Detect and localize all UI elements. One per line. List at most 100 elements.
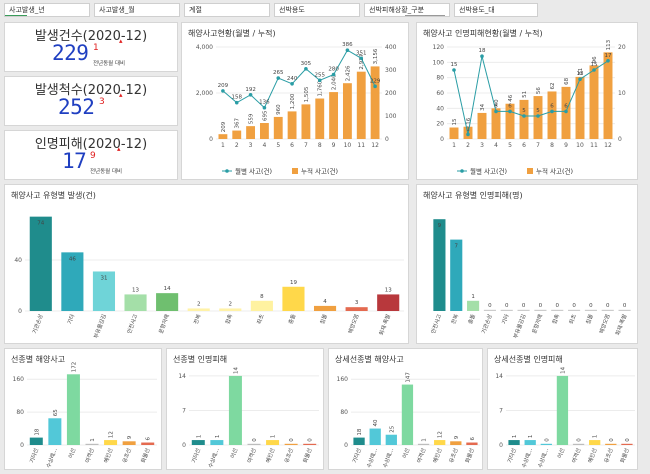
x-axis-tick: 2 xyxy=(235,142,239,149)
right-axis-tick: 20 xyxy=(618,44,626,51)
filter-month-label: 사고발생_월 xyxy=(99,6,135,14)
filter-season-label: 계절 xyxy=(189,6,202,14)
panel-title: 상세선종별 인명피해 xyxy=(494,355,563,364)
type-casualties-chart[interactable]: 9안전사고7전복1충돌0기관손상0기타0부유물감김0운항저해0접촉0좌초0침몰0… xyxy=(417,185,638,344)
panel-title: 해양사고 유형별 인명피해(명) xyxy=(423,191,523,200)
category-label: 기타 xyxy=(500,313,511,325)
cumulative-bar xyxy=(218,134,228,139)
cumulative-bar xyxy=(547,91,557,139)
legend-line-label: 월별 사고(건) xyxy=(470,167,507,176)
cumulative-bar xyxy=(259,123,269,139)
monthly-point xyxy=(494,109,498,114)
bar-data-label: 1 xyxy=(90,438,96,442)
detail-ship-accidents-chart[interactable]: 0 80 160 18 기타선 40 수상레... 25 수상레... 147 어선 1 여객선 12 예인… xyxy=(329,349,483,470)
monthly-point xyxy=(276,76,281,80)
bar-data-label: 1,200 xyxy=(290,93,296,109)
monthly-point xyxy=(345,48,350,53)
x-axis-tick: 7 xyxy=(536,142,540,149)
x-axis-tick: 8 xyxy=(318,142,322,149)
bar xyxy=(508,440,520,445)
filter-season[interactable]: 계절 xyxy=(184,3,270,17)
bar-data-label: 1,760 xyxy=(318,80,324,96)
ship-accidents-chart[interactable]: 0 80 160 18 기타선 65 수상레... 172 어선 1 여객선 12 예인선 9 유조선 6 화물… xyxy=(5,349,162,470)
bar-data-label: 2 xyxy=(197,301,201,307)
filter-ship-use-major[interactable]: 선박용도_대 xyxy=(454,3,538,17)
bar xyxy=(517,309,530,311)
bar-data-label: 1 xyxy=(215,435,221,439)
category-label: 유조선 xyxy=(447,447,460,464)
line-data-label: 305 xyxy=(301,61,312,67)
y-axis-tick: 80 xyxy=(16,409,24,416)
line-data-label: 5 xyxy=(536,108,540,114)
filter-year[interactable]: 사고발생_년 xyxy=(4,3,90,17)
category-label: 여객선 xyxy=(245,447,258,464)
x-axis-tick: 9 xyxy=(564,142,568,149)
bar-data-label: 6 xyxy=(470,437,476,441)
x-axis-tick: 3 xyxy=(480,142,484,149)
right-axis-tick: 10 xyxy=(618,90,626,97)
filter-month[interactable]: 사고발생_월 xyxy=(94,3,180,17)
type-casualties-panel: 해양사고 유형별 인명피해(명) 9 안전사고 7 전복 1 충돌 0 기관손상 0 기타 0 부유물… xyxy=(416,184,638,344)
line-data-label: 158 xyxy=(232,95,243,101)
line-data-label: 15 xyxy=(451,62,458,68)
bar xyxy=(556,375,569,445)
monthly-point xyxy=(480,54,484,58)
monthly-point xyxy=(373,84,377,89)
category-label: 수상레... xyxy=(536,447,551,469)
type-accidents-chart[interactable]: 0 40 74 기관손상 46 기타 31 부유물감김 13 안전사고 14 운항저해 2 전복 2 접촉 8 좌… xyxy=(5,185,409,344)
bar-data-label: 1,505 xyxy=(304,86,310,102)
x-axis-tick: 9 xyxy=(332,142,336,149)
line-data-label: 255 xyxy=(315,72,326,78)
x-axis-tick: 4 xyxy=(494,142,498,149)
cumulative-bar xyxy=(519,99,529,139)
category-label: 충돌 xyxy=(286,313,297,325)
monthly-point xyxy=(508,109,512,114)
x-axis-tick: 7 xyxy=(304,142,308,149)
bar-data-label: 4 xyxy=(323,299,327,305)
bar xyxy=(434,440,446,445)
cumulative-bar xyxy=(449,127,459,139)
line-data-label: 192 xyxy=(245,87,256,93)
bar xyxy=(219,308,242,311)
category-label: 기타선 xyxy=(350,447,363,464)
y-axis-tick: 0 xyxy=(20,442,24,449)
category-label: 침몰 xyxy=(318,313,329,325)
bar-data-label: 7 xyxy=(455,244,459,250)
bar-data-label: 12 xyxy=(438,431,444,438)
category-label: 기타선 xyxy=(189,447,202,464)
category-label: 기관손상 xyxy=(30,313,44,335)
filter-ship-use[interactable]: 선박용도 xyxy=(274,3,360,17)
category-label: 좌초 xyxy=(567,313,578,325)
monthly-casualties-chart[interactable]: 0204060801001200102015116234340446551656… xyxy=(417,23,638,180)
line-data-label: 5 xyxy=(522,108,526,114)
bar-data-label: 1 xyxy=(196,435,202,439)
ship-casualties-chart[interactable]: 0 7 14 1 기타선 1 수상레... 14 어선 0 여객선 1 예인선 0 유조선 0 화물선 xyxy=(167,349,324,470)
bar-data-label: 2 xyxy=(229,301,233,307)
category-label: 여객선 xyxy=(570,447,583,464)
bar-data-label: 6 xyxy=(146,437,152,441)
bar xyxy=(369,428,381,445)
panel-title: 선종별 해양사고 xyxy=(11,355,66,364)
detail-ship-casualties-chart[interactable]: 0 7 14 1 기타선 1 수상레... 0 수상레... 14 어선 0 여객선 1 예인선 0 유조선 0 화… xyxy=(488,349,638,470)
bar xyxy=(572,443,585,445)
filter-damage-type[interactable]: 선박피해상황_구분 xyxy=(364,3,450,17)
category-label: 운항저해 xyxy=(157,313,171,335)
x-axis-tick: 2 xyxy=(466,142,470,149)
category-label: 부유물감김 xyxy=(93,313,108,339)
kpi-card-accidents[interactable]: 발생건수(2020-12) 229 1 전년동월 대비 ▴ xyxy=(4,22,178,72)
kpi-card-ships[interactable]: 발생척수(2020-12) 252 3 ▴ xyxy=(4,76,178,126)
monthly-accidents-chart[interactable]: 02,0004,00001002003004002091367255936954… xyxy=(182,23,409,180)
left-axis-tick: 0 xyxy=(440,136,444,143)
category-label: 기관손상 xyxy=(479,313,493,335)
x-axis-tick: 6 xyxy=(522,142,526,149)
category-label: 화물선 xyxy=(463,447,476,464)
bar-data-label: 1 xyxy=(528,435,534,439)
kpi-card-casualties[interactable]: 인명피해(2020-12) 17 9 전년동월 대비 ▴ xyxy=(4,130,178,180)
category-label: 수상레... xyxy=(44,447,59,469)
x-axis-tick: 12 xyxy=(371,142,379,149)
cumulative-bar xyxy=(315,98,325,139)
bar-data-label: 8 xyxy=(260,294,264,300)
kpi-label: 발생건수(2020-12) xyxy=(34,29,148,44)
category-label: 예인선 xyxy=(586,447,599,464)
category-label: 유조선 xyxy=(120,447,133,464)
